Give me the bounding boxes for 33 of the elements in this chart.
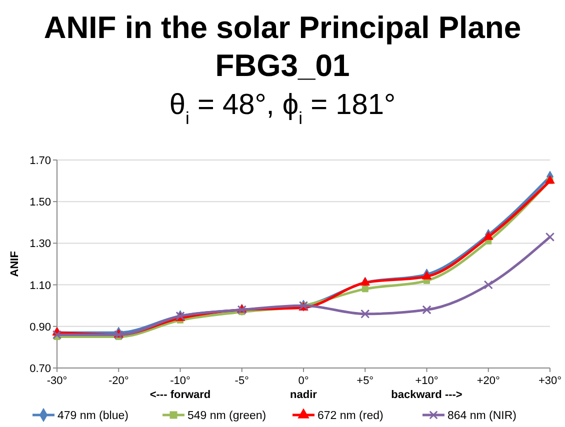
legend-label: 549 nm (green)	[188, 410, 266, 422]
y-tick-label: 1.10	[30, 280, 51, 292]
chart-subtitle: θ$_{i}$ = 48°, ϕ$_{i}$ = 181°	[169, 89, 396, 128]
y-tick-label: 1.30	[30, 238, 51, 250]
x-tick-label: -5°	[234, 375, 249, 387]
point	[362, 286, 368, 292]
x-tick-label: +10°	[415, 375, 438, 387]
point	[360, 277, 370, 286]
y-tick-label: 1.70	[30, 155, 51, 167]
text: backward --->	[391, 389, 462, 401]
y-tick-label: 0.70	[30, 363, 51, 375]
point	[360, 309, 370, 318]
legend-label: 479 nm (blue)	[58, 410, 129, 422]
x-tick-label: +20°	[476, 375, 500, 387]
text: nadir	[290, 389, 318, 401]
x-tick-label: -30°	[46, 375, 68, 387]
y-tick-label: 0.90	[30, 321, 51, 334]
y-tick-label: 1.50	[30, 196, 51, 209]
x-tick-label: -20°	[108, 375, 129, 387]
x-tick-label: -10°	[170, 375, 190, 387]
legend-label: 672 nm (red)	[318, 410, 384, 422]
x-tick-label: 0°	[298, 375, 309, 387]
point	[484, 280, 493, 290]
text: <--- forward	[150, 389, 211, 401]
point	[545, 232, 555, 242]
point	[422, 305, 432, 314]
y-axis-title: ANIF	[9, 250, 21, 277]
point	[545, 175, 555, 184]
chart-title: ANIF in the solar Principal Plane FBG3_01	[44, 10, 522, 83]
legend-label: 864 nm (NIR)	[448, 410, 517, 422]
x-tick-label: +5°	[356, 375, 374, 387]
point	[52, 330, 62, 340]
x-tick-label: +30°	[538, 375, 562, 387]
